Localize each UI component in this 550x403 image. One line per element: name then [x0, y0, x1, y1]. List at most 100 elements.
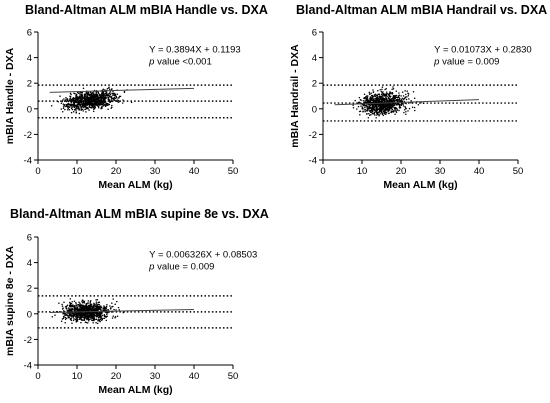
data-point [384, 109, 387, 111]
data-point [80, 102, 83, 104]
y-axis-label: mBIA Handle - DXA [4, 47, 16, 144]
data-point [70, 309, 73, 311]
data-point [104, 95, 106, 98]
data-point [368, 114, 371, 117]
data-point [385, 111, 388, 114]
data-point [79, 314, 81, 317]
x-tick-label: 0 [35, 371, 40, 382]
data-point [388, 94, 390, 97]
data-point [77, 312, 79, 315]
data-point [103, 317, 106, 319]
data-point [113, 308, 115, 311]
data-point [394, 97, 397, 99]
x-tick-label: 20 [111, 166, 122, 177]
regression-line [49, 87, 195, 93]
data-point [379, 106, 382, 109]
data-point [109, 93, 112, 96]
data-point [99, 318, 102, 320]
data-point [394, 94, 397, 97]
data-point [82, 106, 84, 109]
data-point [87, 96, 90, 99]
data-point [390, 108, 393, 110]
data-point [79, 102, 82, 104]
data-point [63, 314, 66, 316]
data-point [376, 96, 378, 98]
data-point [388, 97, 390, 100]
data-point [110, 307, 112, 309]
data-point [382, 108, 385, 110]
data-point [66, 105, 68, 108]
data-point [68, 315, 70, 317]
data-point [114, 317, 116, 319]
data-point [97, 313, 99, 316]
data-point [103, 314, 106, 316]
data-point [387, 99, 389, 102]
data-point [368, 106, 370, 108]
data-point [82, 306, 84, 308]
data-point [386, 109, 388, 111]
data-point [398, 94, 401, 97]
data-point [71, 300, 73, 303]
data-point [97, 107, 100, 109]
data-point [371, 109, 373, 111]
data-point [74, 92, 76, 95]
data-point [363, 93, 366, 95]
data-point [117, 306, 120, 309]
data-point [362, 110, 364, 112]
data-point [392, 95, 395, 97]
data-point [413, 97, 416, 99]
data-point [86, 104, 89, 106]
data-point [91, 309, 93, 311]
data-point [91, 96, 94, 99]
data-point [115, 95, 118, 98]
data-point [377, 90, 379, 92]
x-tick-label: 10 [357, 166, 368, 177]
data-point [79, 316, 82, 318]
data-point [85, 92, 88, 94]
data-point [400, 95, 402, 97]
data-point [102, 317, 104, 320]
data-point [390, 100, 392, 102]
data-point [74, 105, 76, 108]
data-point [101, 314, 104, 317]
data-point [84, 93, 86, 96]
data-point [71, 304, 74, 307]
data-point [73, 317, 75, 320]
data-point [411, 106, 414, 108]
y-tick-label: -4 [309, 156, 317, 167]
data-point [107, 94, 109, 97]
data-point [107, 309, 109, 311]
data-point [385, 113, 387, 115]
data-point [84, 314, 87, 317]
data-point [86, 101, 89, 104]
data-point [361, 106, 364, 108]
data-point [86, 306, 89, 309]
data-point [387, 106, 390, 109]
data-point [75, 314, 78, 316]
data-point [90, 103, 93, 105]
data-point [62, 313, 64, 315]
data-point [393, 104, 396, 107]
data-point [72, 319, 75, 322]
data-point [413, 106, 416, 109]
data-point [78, 310, 81, 312]
data-point [85, 95, 87, 97]
x-axis-label: Mean ALM (kg) [383, 179, 457, 191]
data-point [85, 111, 87, 113]
data-point [83, 319, 85, 321]
data-point [395, 99, 398, 101]
y-axis-label: mBIA Handrail - DXA [289, 44, 301, 148]
data-point [62, 107, 65, 109]
data-point [90, 299, 92, 302]
data-point [398, 96, 400, 99]
data-point [93, 319, 95, 322]
data-point [78, 109, 80, 111]
data-point [122, 99, 124, 101]
data-point [109, 96, 112, 98]
data-point [88, 109, 90, 111]
data-point [70, 305, 72, 307]
data-point [70, 314, 72, 316]
data-point [403, 111, 405, 114]
data-point [389, 96, 392, 98]
data-point [86, 95, 88, 97]
